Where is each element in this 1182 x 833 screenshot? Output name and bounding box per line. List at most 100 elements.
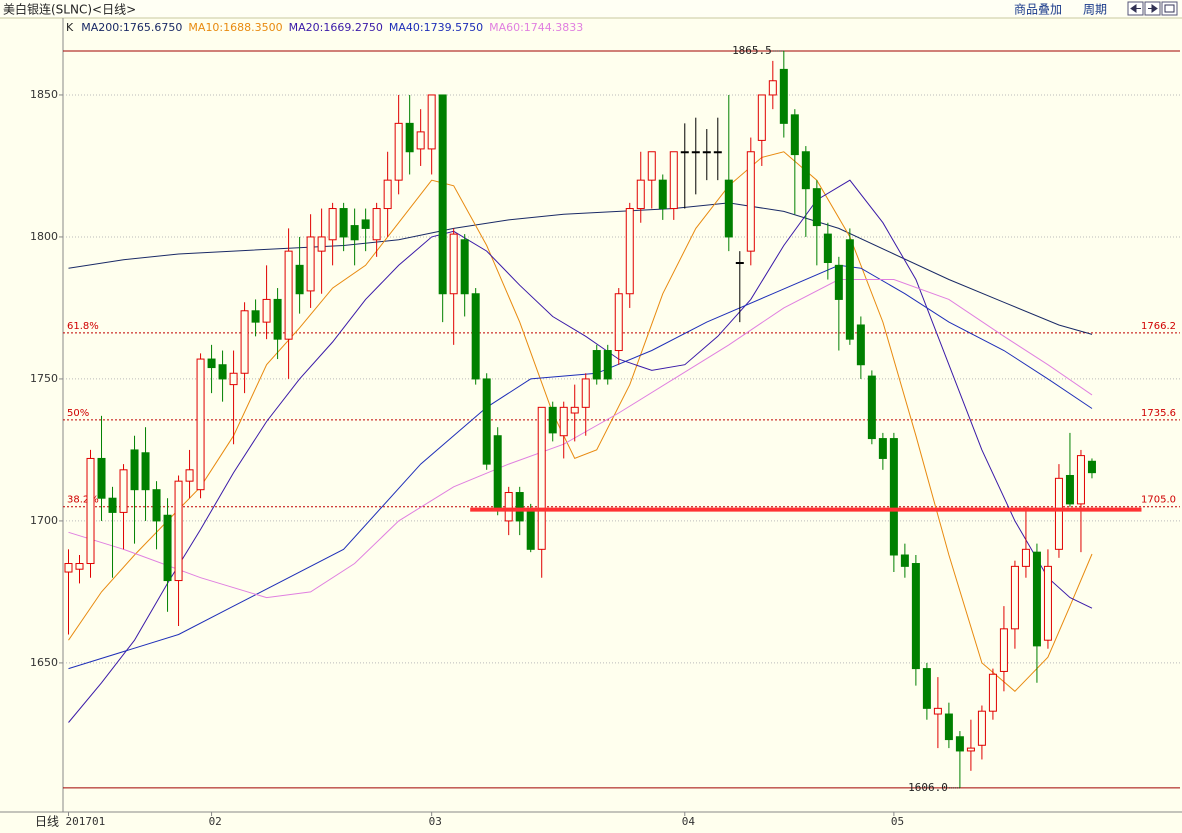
candle-body xyxy=(482,378,491,465)
candle-body xyxy=(1032,551,1041,647)
candle-body xyxy=(966,747,975,752)
nav-left-icon xyxy=(1130,4,1141,13)
candle-body xyxy=(988,673,997,712)
legend-entry: MA200:1765.6750 xyxy=(81,21,182,34)
ma-line xyxy=(68,179,1093,723)
candle-body xyxy=(141,452,150,491)
x-tick-label: 201701 xyxy=(66,815,106,828)
ma-line xyxy=(68,264,1093,670)
nav-buttons[interactable] xyxy=(1127,1,1178,16)
candle-body xyxy=(779,68,788,124)
candle-body xyxy=(1087,460,1096,474)
candle-body xyxy=(240,310,249,374)
candle-body xyxy=(669,151,678,210)
candle-body xyxy=(625,208,634,295)
candle-body xyxy=(86,457,95,565)
candle-body xyxy=(405,122,414,153)
y-tick-label: 1650 xyxy=(30,656,58,669)
candle-body xyxy=(284,250,293,340)
candle-body xyxy=(867,375,876,440)
candle-body xyxy=(119,469,128,513)
candle-body xyxy=(361,219,370,229)
legend-entry: MA10:1688.3500 xyxy=(188,21,282,34)
candle-body xyxy=(680,151,689,154)
candle-body xyxy=(889,438,898,556)
period-label: 日线 xyxy=(35,815,59,829)
y-tick-label: 1700 xyxy=(30,514,58,527)
candle-body xyxy=(1065,474,1074,505)
candle-body xyxy=(823,233,832,264)
candle-body xyxy=(768,80,777,96)
candle-body xyxy=(273,298,282,340)
candle-body xyxy=(746,151,755,252)
candle-body xyxy=(592,350,601,380)
legend-head: K xyxy=(66,21,74,34)
level-price: 1766.2 xyxy=(1141,321,1176,332)
legend-entry: MA40:1739.5750 xyxy=(389,21,483,34)
candle-body xyxy=(449,233,458,295)
candle-body xyxy=(427,94,436,150)
candle-body xyxy=(878,438,887,459)
ma-line xyxy=(68,151,1093,692)
candle-body xyxy=(977,710,986,746)
candle-body xyxy=(196,358,205,491)
legend-entry: MA60:1744.3833 xyxy=(489,21,583,34)
x-tick-label: 02 xyxy=(209,815,222,828)
candle-body xyxy=(64,563,73,573)
candle-body xyxy=(306,236,315,292)
candle-body xyxy=(471,293,480,380)
candle-body xyxy=(75,563,84,570)
candle-body xyxy=(493,435,502,511)
nav-full[interactable] xyxy=(1161,1,1178,16)
candle-body xyxy=(537,406,546,550)
candle-body xyxy=(845,239,854,340)
candle-body xyxy=(691,151,700,154)
candle-body xyxy=(757,94,766,141)
candle-body xyxy=(900,554,909,567)
candle-body xyxy=(1076,455,1085,505)
candle-body xyxy=(856,324,865,366)
menu-overlay[interactable]: 商品叠加 xyxy=(1014,2,1062,17)
candle-body xyxy=(933,707,942,715)
candle-body xyxy=(229,372,238,386)
candle-body xyxy=(372,208,381,241)
x-tick-label: 05 xyxy=(891,815,904,828)
candle-body xyxy=(328,208,337,241)
candle-body xyxy=(735,262,744,265)
candle-body xyxy=(724,179,733,238)
extreme-label: 1865.5 xyxy=(732,44,772,57)
candle-body xyxy=(174,480,183,582)
candle-body xyxy=(581,378,590,408)
header-bar xyxy=(0,0,1182,18)
candle-body xyxy=(1010,565,1019,630)
candle-body xyxy=(339,208,348,238)
candle-body xyxy=(97,457,106,499)
candle-body xyxy=(647,151,656,181)
candle-body xyxy=(911,563,920,670)
menu-period[interactable]: 周期 xyxy=(1083,3,1107,17)
candle-body xyxy=(218,364,227,380)
candle-body xyxy=(548,406,557,434)
candle-body xyxy=(163,514,172,582)
candle-body xyxy=(394,122,403,181)
y-tick-label: 1850 xyxy=(30,88,58,101)
candle-body xyxy=(526,509,535,550)
ma-line xyxy=(68,202,1093,335)
candle-body xyxy=(317,236,326,252)
candle-body xyxy=(570,406,579,414)
candle-body xyxy=(262,298,271,323)
candle-body xyxy=(713,151,722,154)
candle-body xyxy=(636,179,645,210)
level-price: 1735.6 xyxy=(1141,408,1176,419)
y-tick-label: 1800 xyxy=(30,230,58,243)
candle-body xyxy=(152,489,161,522)
candle-body xyxy=(603,350,612,380)
candle-body xyxy=(207,358,216,369)
y-tick-label: 1750 xyxy=(30,372,58,385)
candle-body xyxy=(658,179,667,210)
header-title: 美白银连(SLNC)<日线> xyxy=(3,2,136,17)
candle-body xyxy=(922,668,931,709)
